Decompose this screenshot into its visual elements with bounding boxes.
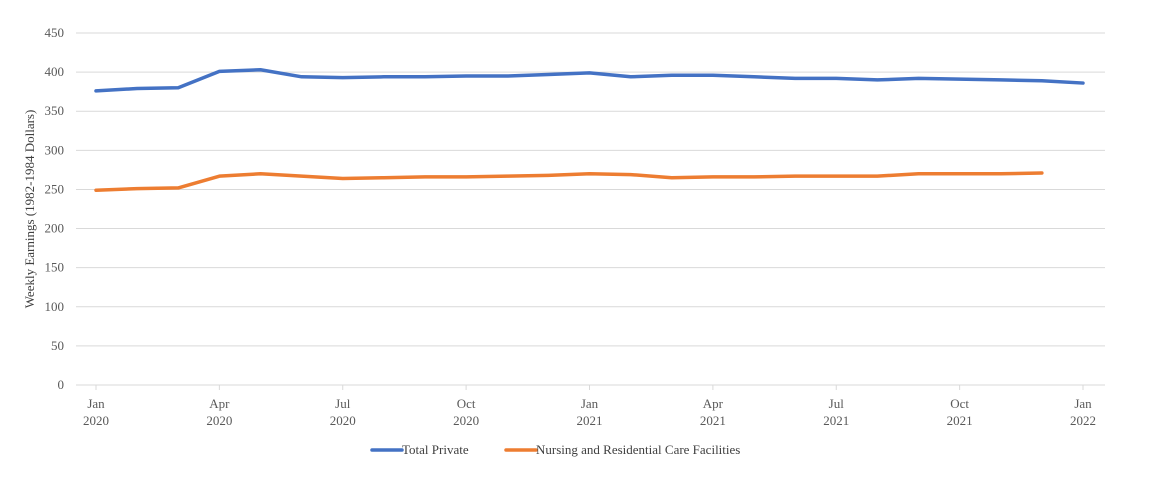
y-axis-title: Weekly Earnings (1982-1984 Dollars) — [22, 110, 37, 309]
x-tick-month: Jan — [1074, 396, 1092, 411]
data-point — [834, 174, 838, 178]
data-point — [464, 175, 468, 179]
x-tick-year: 2021 — [947, 413, 973, 428]
data-point — [670, 176, 674, 180]
y-tick-label: 150 — [45, 260, 65, 275]
data-point — [917, 76, 921, 80]
series-line-2 — [94, 171, 1044, 192]
y-tick-label: 400 — [45, 64, 65, 79]
data-point — [505, 174, 509, 178]
data-point — [259, 68, 263, 72]
data-point — [629, 173, 633, 177]
data-point — [999, 172, 1003, 176]
y-tick-label: 100 — [45, 299, 65, 314]
legend: Total Private Nursing and Residential Car… — [370, 442, 740, 457]
data-point — [1081, 81, 1085, 85]
data-point — [217, 69, 221, 73]
data-point — [999, 78, 1003, 82]
y-tick-label: 350 — [45, 103, 65, 118]
x-tick-month: Apr — [703, 396, 724, 411]
x-tick-year: 2022 — [1070, 413, 1096, 428]
x-tick-month: Jan — [87, 396, 105, 411]
data-point — [958, 172, 962, 176]
data-point — [711, 175, 715, 179]
data-point — [546, 173, 550, 177]
data-point — [300, 75, 304, 79]
data-point — [875, 78, 879, 82]
data-point — [94, 188, 98, 192]
x-axis-ticks: Jan 2020 Apr 2020 Jul 2020 Oct 2020 Jan 2021 Apr 20… — [83, 385, 1096, 428]
x-tick-year: 2020 — [206, 413, 232, 428]
data-point — [176, 186, 180, 190]
x-tick-year: 2020 — [83, 413, 109, 428]
data-point — [259, 172, 263, 176]
series-lines — [94, 68, 1085, 192]
data-point — [670, 73, 674, 77]
data-point — [176, 86, 180, 90]
x-tick-year: 2021 — [577, 413, 603, 428]
x-tick-year: 2021 — [700, 413, 726, 428]
x-tick-month: Jul — [829, 396, 845, 411]
x-tick-month: Jan — [581, 396, 599, 411]
data-point — [958, 77, 962, 81]
data-point — [629, 75, 633, 79]
data-point — [711, 73, 715, 77]
data-point — [300, 174, 304, 178]
data-point — [793, 76, 797, 80]
y-axis-ticks: 0 50 100 150 200 250 300 350 400 450 — [45, 25, 65, 392]
x-tick-month: Oct — [457, 396, 476, 411]
y-tick-label: 250 — [45, 181, 65, 196]
series-line-1 — [94, 68, 1085, 93]
data-point — [505, 74, 509, 78]
data-point — [752, 75, 756, 79]
data-point — [588, 172, 592, 176]
legend-label: Nursing and Residential Care Facilities — [536, 442, 740, 457]
data-point — [546, 72, 550, 76]
x-tick-month: Jul — [335, 396, 351, 411]
data-point — [382, 176, 386, 180]
x-tick-year: 2021 — [823, 413, 849, 428]
x-tick-year: 2020 — [330, 413, 356, 428]
x-tick-month: Oct — [950, 396, 969, 411]
y-tick-label: 450 — [45, 25, 65, 40]
data-point — [752, 175, 756, 179]
y-tick-label: 0 — [58, 377, 65, 392]
data-point — [464, 74, 468, 78]
data-point — [382, 75, 386, 79]
x-tick-month: Apr — [209, 396, 230, 411]
legend-label: Total Private — [402, 442, 469, 457]
y-tick-label: 300 — [45, 142, 65, 157]
data-point — [423, 175, 427, 179]
data-point — [1040, 79, 1044, 83]
data-point — [341, 176, 345, 180]
data-point — [875, 174, 879, 178]
data-point — [588, 71, 592, 75]
data-point — [135, 187, 139, 191]
data-point — [1040, 171, 1044, 175]
data-point — [834, 76, 838, 80]
x-tick-year: 2020 — [453, 413, 479, 428]
data-point — [94, 89, 98, 93]
gridlines — [76, 32, 1105, 386]
y-tick-label: 50 — [51, 338, 64, 353]
data-point — [917, 172, 921, 176]
y-tick-label: 200 — [45, 221, 65, 236]
data-point — [423, 75, 427, 79]
data-point — [217, 174, 221, 178]
data-point — [341, 76, 345, 80]
data-point — [135, 87, 139, 91]
data-point — [793, 174, 797, 178]
